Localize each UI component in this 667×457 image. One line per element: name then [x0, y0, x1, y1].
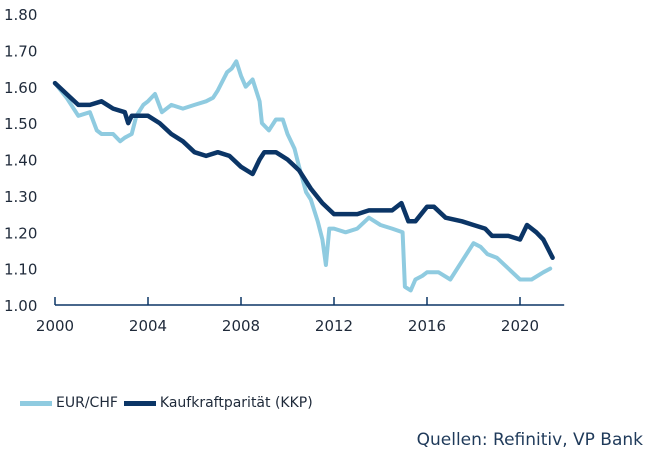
- x-tick-label: 2012: [315, 317, 353, 335]
- y-tick-label: 1.00: [4, 297, 37, 315]
- legend: EUR/CHF Kaufkraftparität (KKP): [20, 395, 319, 411]
- source-note: Quellen: Refinitiv, VP Bank: [416, 430, 643, 450]
- legend-swatch-kkp: [123, 400, 156, 406]
- line-chart: 1.00 1.10 1.20 1.30 1.40 1.50 1.60 1.70 1.80 200…: [4, 6, 565, 335]
- legend-item-kkp: Kaufkraftparität (KKP): [123, 395, 313, 411]
- y-tick-label: 1.70: [4, 42, 37, 60]
- legend-label-eurchf: EUR/CHF: [56, 395, 118, 411]
- series-line-eurchf: [53, 59, 553, 293]
- legend-swatch-eurchf: [20, 400, 52, 406]
- x-tick-label: 2004: [129, 317, 167, 335]
- legend-item-eurchf: EUR/CHF: [20, 395, 118, 411]
- x-axis: 2000 2004 2008 2012 2016 2020: [36, 297, 565, 335]
- x-tick-label: 2008: [222, 317, 260, 335]
- y-tick-label: 1.60: [4, 79, 37, 97]
- y-axis: 1.00 1.10 1.20 1.30 1.40 1.50 1.60 1.70 1.80: [4, 6, 37, 315]
- series-lines: [52, 59, 555, 293]
- y-tick-label: 1.50: [4, 115, 37, 133]
- x-tick-label: 2000: [36, 317, 74, 335]
- x-tick-label: 2020: [501, 317, 539, 335]
- y-tick-label: 1.40: [4, 152, 37, 170]
- y-tick-label: 1.30: [4, 188, 37, 206]
- y-tick-label: 1.20: [4, 224, 37, 242]
- y-tick-label: 1.80: [4, 6, 37, 24]
- legend-label-kkp: Kaufkraftparität (KKP): [159, 395, 313, 411]
- x-tick-label: 2016: [408, 317, 446, 335]
- series-line-kkp: [52, 80, 555, 260]
- y-tick-label: 1.10: [4, 261, 37, 279]
